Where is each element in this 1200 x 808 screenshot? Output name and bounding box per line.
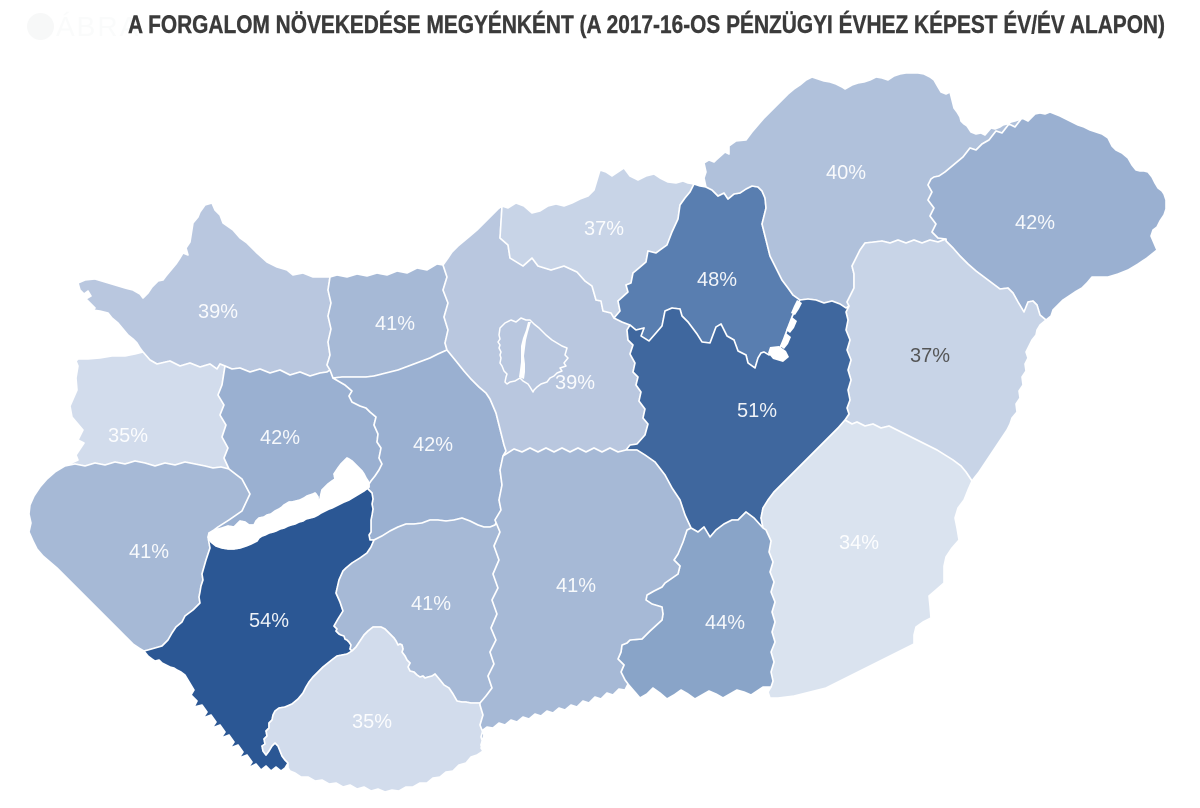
svg-text:35%: 35% bbox=[108, 425, 148, 447]
svg-text:41%: 41% bbox=[556, 575, 596, 597]
svg-text:54%: 54% bbox=[249, 610, 289, 632]
svg-text:41%: 41% bbox=[129, 541, 169, 563]
svg-text:44%: 44% bbox=[705, 612, 745, 634]
svg-text:51%: 51% bbox=[737, 400, 777, 422]
svg-text:39%: 39% bbox=[198, 301, 238, 323]
svg-text:41%: 41% bbox=[375, 313, 415, 335]
svg-text:41%: 41% bbox=[411, 593, 451, 615]
svg-text:40%: 40% bbox=[826, 162, 866, 184]
svg-text:34%: 34% bbox=[839, 532, 879, 554]
svg-text:39%: 39% bbox=[555, 372, 595, 394]
svg-text:42%: 42% bbox=[260, 427, 300, 449]
svg-text:37%: 37% bbox=[584, 218, 624, 240]
svg-text:35%: 35% bbox=[352, 711, 392, 733]
svg-text:37%: 37% bbox=[910, 345, 950, 367]
svg-text:42%: 42% bbox=[413, 434, 453, 456]
svg-text:42%: 42% bbox=[1015, 212, 1055, 234]
svg-text:48%: 48% bbox=[697, 269, 737, 291]
